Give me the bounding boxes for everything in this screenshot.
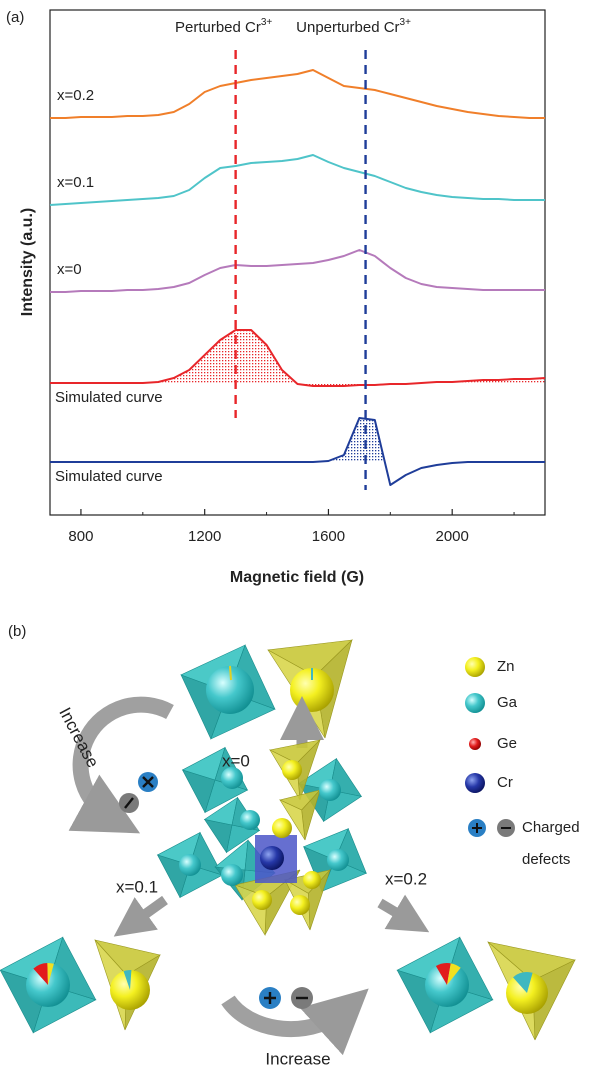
atom	[240, 810, 260, 830]
atom	[282, 760, 302, 780]
plot-frame	[50, 10, 545, 515]
page: (a) (b) Magnetic field (G) Intensity (a.…	[0, 0, 595, 1076]
state-label: x=0.1	[116, 877, 158, 896]
series-label: Simulated curve	[55, 468, 163, 485]
annotation-sup: 3+	[400, 17, 412, 28]
spectrum-line	[50, 70, 545, 118]
spectrum-line	[50, 330, 545, 386]
arrow	[130, 900, 165, 925]
panel-label: (b)	[8, 623, 26, 640]
atom	[221, 864, 243, 886]
state-label: x=0.2	[385, 869, 427, 888]
y-axis-title: Intensity (a.u.)	[19, 208, 36, 316]
arrow	[380, 903, 412, 922]
spectrum-line	[50, 250, 545, 292]
annotation-sup: 3+	[261, 17, 273, 28]
legend-label: Zn	[497, 658, 515, 675]
atom	[319, 779, 341, 801]
x-tick-label: 2000	[436, 528, 469, 545]
annotation-text: Perturbed Cr	[175, 19, 261, 36]
atom	[465, 693, 485, 713]
atom	[465, 773, 485, 793]
atom	[272, 818, 292, 838]
state-label: x=0	[222, 751, 250, 770]
atom	[465, 657, 485, 677]
legend-label: defects	[522, 851, 570, 868]
atom	[252, 890, 272, 910]
series-label: x=0.2	[57, 87, 94, 104]
increase-label: Increase	[265, 1049, 330, 1068]
x-tick-label: 800	[68, 528, 93, 545]
peak-fill	[154, 330, 545, 386]
legend-label: Ga	[497, 694, 518, 711]
atom	[303, 871, 321, 889]
legend-label: Charged	[522, 819, 580, 836]
series-label: x=0	[57, 261, 82, 278]
legend-label: Ge	[497, 735, 517, 752]
x-axis-title: Magnetic field (G)	[230, 569, 364, 586]
atom	[327, 849, 349, 871]
annotation-text: Unperturbed Cr	[296, 19, 399, 36]
series-label: x=0.1	[57, 174, 94, 191]
x-tick-label: 1200	[188, 528, 221, 545]
annotation: Perturbed Cr3+	[175, 17, 272, 36]
series-label: Simulated curve	[55, 389, 163, 406]
panel-label: (a)	[6, 9, 24, 26]
atom	[260, 846, 284, 870]
curved-arrow	[228, 1000, 345, 1029]
atom	[469, 738, 481, 750]
atom	[290, 895, 310, 915]
x-tick-label: 1600	[312, 528, 345, 545]
spectrum-line	[50, 155, 545, 205]
annotation: Unperturbed Cr3+	[296, 17, 411, 36]
cr-mark	[230, 666, 231, 680]
atom	[179, 854, 201, 876]
figure: (a) (b) Magnetic field (G) Intensity (a.…	[0, 0, 595, 1076]
legend-label: Cr	[497, 774, 513, 791]
